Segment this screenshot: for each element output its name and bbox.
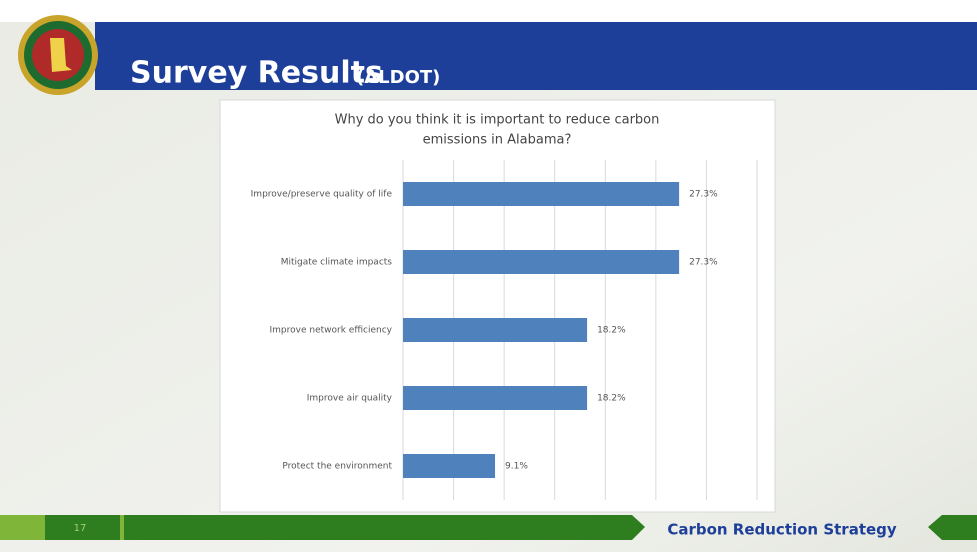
title-band — [95, 22, 977, 90]
footer-bar — [0, 515, 645, 540]
bar — [403, 386, 588, 410]
footer-divider — [120, 515, 124, 540]
category-label: Improve air quality — [307, 394, 393, 404]
value-label: 27.3% — [689, 258, 718, 268]
bar — [403, 318, 588, 342]
value-label: 18.2% — [597, 394, 626, 404]
top-strip — [0, 0, 977, 22]
slide-title-suffix: (ALDOT) — [356, 67, 440, 88]
category-label: Protect the environment — [282, 462, 392, 472]
slide-title: Survey Results — [130, 56, 383, 91]
category-label: Improve/preserve quality of life — [251, 190, 393, 200]
plot: Improve/preserve quality of life 27.3% Mit… — [251, 160, 758, 500]
bar — [403, 454, 496, 478]
category-label: Improve network efficiency — [270, 326, 393, 336]
bar — [403, 182, 680, 206]
value-label: 27.3% — [689, 190, 718, 200]
value-label: 18.2% — [597, 326, 626, 336]
chart-frame — [219, 99, 776, 513]
logo-state — [50, 38, 72, 72]
category-label: Mitigate climate impacts — [281, 258, 393, 268]
footer-text: Carbon Reduction Strategy — [667, 521, 897, 539]
page-number: 17 — [74, 523, 87, 534]
footer-arrow — [928, 515, 977, 540]
chart-title: emissions in Alabama? — [423, 133, 572, 148]
bar — [403, 250, 680, 274]
value-label: 9.1% — [505, 462, 528, 472]
footer-accent — [0, 515, 45, 540]
logo — [18, 15, 98, 95]
chart-title: Why do you think it is important to redu… — [335, 113, 660, 128]
